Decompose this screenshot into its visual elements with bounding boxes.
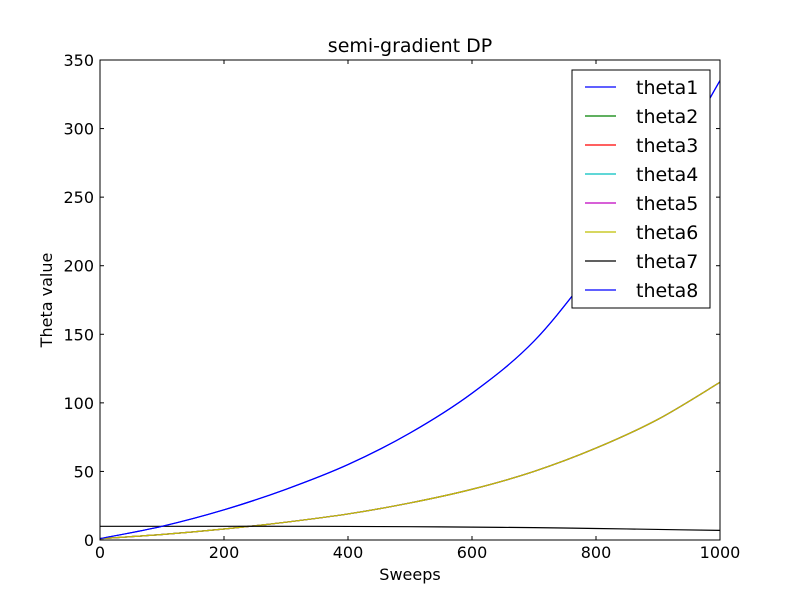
y-axis: 0 50 100 150 200 250 300 350: [63, 51, 720, 550]
y-tick-label: 200: [63, 257, 94, 276]
x-axis-label: Sweeps: [379, 565, 440, 584]
y-tick-label: 50: [74, 462, 94, 481]
series-line-theta6: [99, 381, 721, 540]
legend-label-theta8: theta8: [636, 280, 698, 302]
x-tick-label: 600: [457, 543, 488, 562]
legend-label-theta1: theta1: [636, 77, 698, 99]
y-tick-label: 0: [84, 531, 94, 550]
x-tick-label: 800: [581, 543, 612, 562]
legend-label-theta2: theta2: [636, 106, 698, 128]
y-tick-label: 100: [63, 394, 94, 413]
legend-label-theta3: theta3: [636, 135, 698, 157]
series-line-theta7: [99, 525, 721, 531]
legend-box: [571, 69, 711, 309]
series-layer: [99, 80, 721, 540]
y-tick-label: 350: [63, 51, 94, 70]
legend-label-theta4: theta4: [636, 164, 698, 186]
legend-label-theta6: theta6: [636, 222, 698, 244]
y-tick-label: 300: [63, 120, 94, 139]
y-axis-label: Theta value: [37, 253, 56, 349]
x-tick-label: 200: [209, 543, 240, 562]
chart-title: semi-gradient DP: [328, 35, 492, 57]
x-tick-label: 400: [333, 543, 364, 562]
x-tick-label: 1000: [700, 543, 741, 562]
y-tick-label: 250: [63, 188, 94, 207]
legend-label-theta7: theta7: [636, 251, 698, 273]
x-tick-label: 0: [95, 543, 105, 562]
plot-frame: [99, 59, 721, 541]
legend: theta1 theta2 theta3 theta4 theta5 theta6 thet…: [571, 69, 711, 309]
y-tick-label: 150: [63, 325, 94, 344]
x-axis: 0 200 400 600 800 1000: [95, 60, 740, 562]
legend-label-theta5: theta5: [636, 193, 698, 215]
